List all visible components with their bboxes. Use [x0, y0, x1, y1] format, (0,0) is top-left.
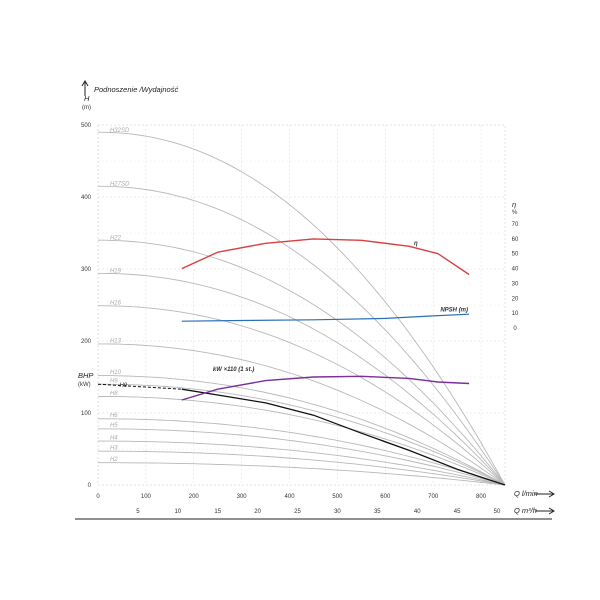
x-secondary-tick-label: 15 [214, 509, 221, 515]
x-primary-tick-label: 800 [476, 494, 487, 500]
x-secondary-tick-label: 10 [174, 509, 181, 515]
labels: H32SDH27SDH22H19H16H13H10H9H8H6H5H4H3H2H… [110, 128, 468, 463]
y-left-tick-label: 0 [88, 483, 92, 489]
head-curve-label: H13 [110, 339, 122, 345]
head-curve-label: H19 [110, 268, 122, 274]
x-primary-tick-label: 500 [332, 494, 343, 500]
y-axis-arrow-icon [81, 80, 89, 96]
head-curve-label: H8 [110, 391, 118, 397]
x-secondary-tick-label: 30 [334, 509, 341, 515]
head-curve [98, 418, 506, 486]
npsh-curve [181, 313, 470, 322]
head-curve-label: H10 [110, 370, 122, 376]
y-left-axis-title: H [84, 94, 90, 103]
x-primary-tick-label: 300 [237, 494, 248, 500]
x-secondary-axis-title: Q m³/h [514, 506, 537, 515]
x-secondary-tick-label: 20 [254, 509, 261, 515]
highlight-curve-dashed [97, 383, 182, 390]
head-curve-label: H27SD [110, 182, 130, 188]
head-curve-label: H6 [110, 413, 118, 419]
head-curve [98, 462, 506, 486]
x-secondary-tick-label: 40 [414, 509, 421, 515]
y-bhp-axis-title: BHP [78, 371, 93, 380]
y-right-tick-label: 10 [512, 311, 519, 317]
highlight-curve-label: H9 [120, 383, 128, 389]
head-curve [98, 239, 506, 486]
head-curve-label: H9 [110, 379, 118, 385]
head-curve [97, 395, 506, 486]
x-secondary-tick-label: 25 [294, 509, 301, 515]
y-right-tick-label: 70 [512, 222, 519, 228]
head-curve [98, 450, 506, 486]
head-curve [98, 375, 506, 486]
head-curve [97, 272, 506, 486]
x-primary-arrow-icon [535, 490, 555, 498]
y-right-tick-label: 30 [512, 281, 519, 287]
head-curve [97, 131, 506, 486]
y-right-tick-label: 50 [512, 252, 519, 258]
highlight-curve [181, 388, 506, 486]
head-curve [97, 185, 506, 486]
y-bhp-axis-unit: (kW) [78, 382, 91, 388]
head-curve [97, 428, 506, 486]
head-curve-label: H4 [110, 435, 118, 441]
y-right-tick-label: 0 [513, 326, 517, 332]
x-secondary-tick-label: 35 [374, 509, 381, 515]
series [97, 238, 506, 486]
head-curve-label: H16 [110, 301, 122, 307]
head-curve [98, 343, 506, 486]
y-right-axis-title: η [512, 200, 516, 209]
head-curves [97, 131, 506, 486]
x-primary-tick-label: 200 [189, 494, 200, 500]
y-left-tick-label: 500 [81, 123, 92, 129]
head-curve-label: H2 [110, 457, 118, 463]
y-left-axis-unit: (m) [82, 105, 91, 111]
y-right-tick-label: 40 [512, 267, 519, 273]
head-curve [98, 440, 506, 486]
x-secondary-arrow-icon [535, 507, 555, 515]
x-secondary-tick-label: 50 [494, 509, 501, 515]
y-left-tick-label: 300 [81, 267, 92, 273]
head-curve [97, 305, 506, 486]
x-primary-tick-label: 700 [428, 494, 439, 500]
power-curve [181, 375, 470, 401]
grid [97, 124, 506, 486]
x-secondary-tick-label: 5 [136, 509, 140, 515]
chart-title: Podnoszenie /Wydajność [94, 85, 178, 94]
x-primary-tick-label: 600 [380, 494, 391, 500]
efficiency-curve [181, 238, 470, 276]
y-left-tick-label: 400 [81, 195, 92, 201]
x-secondary-tick-label: 45 [454, 509, 461, 515]
x-primary-tick-label: 400 [285, 494, 296, 500]
x-primary-tick-label: 100 [141, 494, 152, 500]
y-right-tick-label: 60 [512, 237, 519, 243]
x-primary-axis-title: Q l/min [514, 489, 538, 498]
x-primary-tick-label: 0 [96, 494, 100, 500]
y-left-tick-label: 100 [81, 411, 92, 417]
head-curve-label: H5 [110, 423, 118, 429]
efficiency-label: η [414, 241, 418, 247]
head-curve-label: H3 [110, 445, 118, 451]
y-right-axis-unit: % [512, 210, 518, 216]
npsh-label: NPSH (m) [440, 307, 468, 313]
y-right-tick-label: 20 [512, 296, 519, 302]
head-curve-label: H32SD [110, 128, 130, 134]
head-curve [98, 383, 506, 486]
y-left-tick-label: 200 [81, 339, 92, 345]
head-curve-label: H22 [110, 235, 122, 241]
power-label: kW ×110 (1 st.) [213, 367, 254, 373]
